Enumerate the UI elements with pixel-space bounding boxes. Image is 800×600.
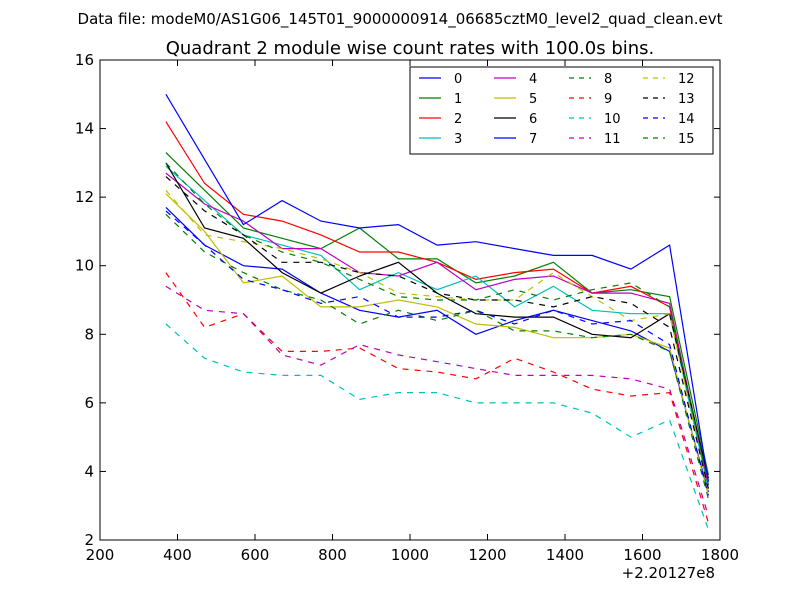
series-line-0 bbox=[165, 206, 709, 493]
series-line-15 bbox=[165, 162, 709, 486]
chart-title: Quadrant 2 module wise count rates with … bbox=[166, 38, 655, 59]
series-line-7 bbox=[165, 93, 709, 482]
x-tick-label: 400 bbox=[163, 546, 192, 564]
legend-label-7: 7 bbox=[529, 132, 537, 147]
legend-label-4: 4 bbox=[529, 72, 537, 87]
legend-label-2: 2 bbox=[454, 112, 462, 127]
x-tick-label: 600 bbox=[241, 546, 270, 564]
x-tick-label: 1400 bbox=[546, 546, 584, 564]
legend-label-12: 12 bbox=[678, 72, 695, 87]
legend-box bbox=[409, 66, 714, 155]
legend-label-5: 5 bbox=[529, 92, 537, 107]
legend-label-6: 6 bbox=[529, 112, 537, 127]
legend-label-9: 9 bbox=[604, 92, 612, 107]
legend-label-11: 11 bbox=[604, 132, 621, 147]
x-tick-label: 1200 bbox=[468, 546, 506, 564]
series-line-8 bbox=[165, 213, 709, 500]
y-tick-label: 16 bbox=[75, 51, 94, 69]
series-layer bbox=[165, 93, 709, 530]
series-line-13 bbox=[165, 176, 709, 489]
legend-label-8: 8 bbox=[604, 72, 612, 87]
series-line-14 bbox=[165, 210, 709, 496]
y-tick-label: 10 bbox=[75, 257, 94, 275]
legend-label-14: 14 bbox=[678, 112, 695, 127]
series-line-3 bbox=[165, 165, 709, 489]
datafile-caption: Data file: modeM0/AS1G06_145T01_90000009… bbox=[78, 10, 723, 29]
legend-label-15: 15 bbox=[678, 132, 695, 147]
series-line-1 bbox=[165, 152, 709, 476]
x-tick-label: 1000 bbox=[391, 546, 429, 564]
y-tick-label: 12 bbox=[75, 188, 94, 206]
y-tick-label: 6 bbox=[84, 394, 94, 412]
axes-layer: 200 400 600 800 1000 1200 1400 1600 180024681012… bbox=[75, 51, 739, 564]
x-tick-label: 800 bbox=[318, 546, 347, 564]
y-tick-label: 8 bbox=[84, 325, 94, 343]
x-tick-label: 200 bbox=[86, 546, 115, 564]
legend-label-1: 1 bbox=[454, 92, 462, 107]
series-line-4 bbox=[165, 172, 709, 486]
x-tick-label: 1800 bbox=[701, 546, 739, 564]
legend-label-10: 10 bbox=[604, 112, 621, 127]
x-tick-label: 1600 bbox=[623, 546, 661, 564]
legend-label-0: 0 bbox=[454, 72, 462, 87]
y-tick-label: 4 bbox=[84, 462, 94, 480]
x-offset-label: +2.20127e8 bbox=[622, 564, 715, 582]
y-tick-label: 14 bbox=[75, 120, 94, 138]
series-line-10 bbox=[165, 323, 709, 530]
y-tick-label: 2 bbox=[84, 531, 94, 549]
series-line-11 bbox=[165, 285, 709, 517]
legend-label-13: 13 bbox=[678, 92, 695, 107]
legend-label-3: 3 bbox=[454, 132, 462, 147]
